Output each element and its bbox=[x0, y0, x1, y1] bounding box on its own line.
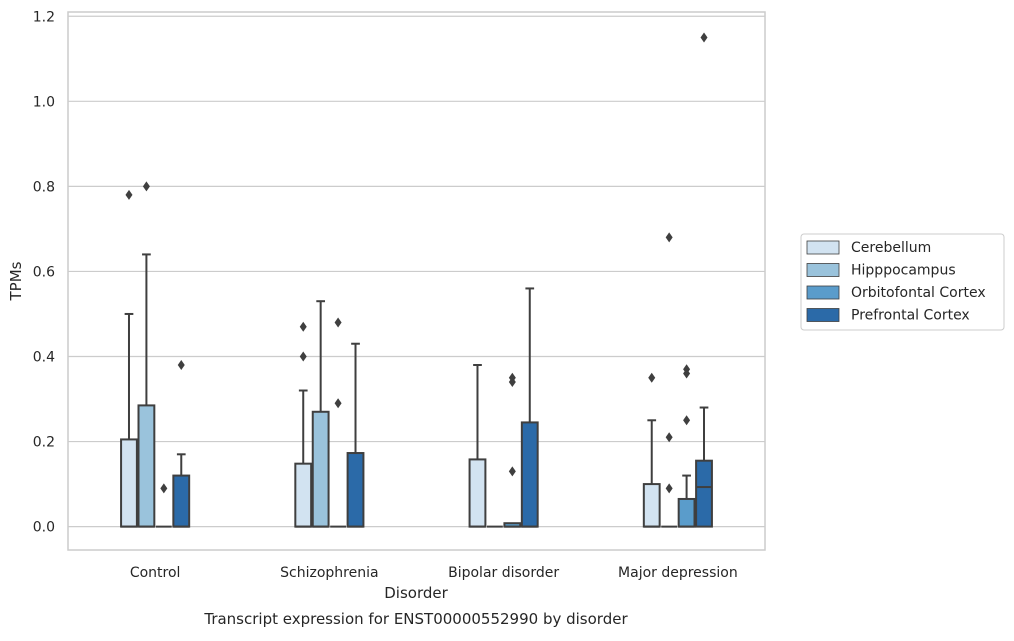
outlier-point bbox=[142, 181, 150, 192]
y-tick-label: 1.2 bbox=[33, 9, 55, 25]
legend-label: Hipppocampus bbox=[851, 263, 956, 279]
y-axis-ticks: 0.0 0.2 0.4 0.6 0.8 1.0 1.2 bbox=[33, 9, 55, 535]
outlier-point bbox=[700, 32, 708, 43]
y-tick-label: 0.8 bbox=[33, 179, 55, 195]
outlier-point bbox=[683, 364, 691, 375]
box-hipppocampus-schizophrenia bbox=[311, 300, 330, 528]
box-body bbox=[294, 462, 313, 528]
box-body bbox=[677, 497, 696, 528]
box-orbitofontal-cortex-major-depression bbox=[677, 364, 696, 528]
box-orbitofontal-cortex-schizophrenia bbox=[330, 317, 346, 528]
outlier-point bbox=[177, 359, 185, 370]
outlier-point bbox=[299, 351, 307, 362]
box-cerebellum-major-depression bbox=[642, 372, 661, 528]
legend-swatch bbox=[806, 240, 840, 255]
box-cerebellum-bipolar-disorder bbox=[468, 363, 487, 528]
legend: Cerebellum Hipppocampus Orbitofontal Corte… bbox=[800, 233, 1005, 331]
box-prefrontal-cortex-bipolar-disorder bbox=[520, 287, 539, 528]
outlier-point bbox=[334, 317, 342, 328]
box-cerebellum-schizophrenia bbox=[294, 321, 313, 528]
x-axis-ticks: Control Schizophrenia Bipolar disorder Majo… bbox=[130, 565, 738, 581]
legend-items: Cerebellum Hipppocampus Orbitofontal Corte… bbox=[806, 240, 986, 324]
box-hipppocampus-control bbox=[137, 181, 156, 528]
legend-swatch bbox=[806, 263, 840, 277]
outlier-point bbox=[648, 372, 656, 383]
box-body bbox=[520, 421, 539, 528]
box-body bbox=[695, 459, 713, 528]
y-axis-label: TPMs bbox=[7, 261, 25, 301]
outlier-point bbox=[683, 415, 691, 426]
box-body bbox=[642, 483, 661, 528]
outlier-point bbox=[508, 372, 516, 383]
outlier-point bbox=[299, 321, 307, 332]
outlier-point bbox=[508, 466, 516, 477]
x-tick-label: Control bbox=[130, 565, 181, 581]
box-body bbox=[172, 474, 191, 528]
x-axis-label: Disorder bbox=[384, 584, 448, 602]
outlier-point bbox=[160, 483, 168, 494]
legend-label: Orbitofontal Cortex bbox=[851, 285, 986, 301]
box-prefrontal-cortex-control bbox=[172, 359, 191, 528]
box-orbitofontal-cortex-bipolar-disorder bbox=[503, 372, 522, 528]
y-tick-label: 0.0 bbox=[33, 520, 55, 536]
legend-swatch bbox=[806, 285, 840, 300]
box-prefrontal-cortex-major-depression bbox=[695, 32, 713, 528]
y-tick-label: 0.4 bbox=[33, 349, 55, 365]
gridlines bbox=[68, 15, 765, 528]
outlier-point bbox=[125, 189, 133, 200]
box-body bbox=[120, 438, 138, 528]
y-tick-label: 0.2 bbox=[33, 435, 55, 451]
x-tick-label: Bipolar disorder bbox=[448, 565, 559, 581]
outlier-point bbox=[665, 432, 673, 443]
legend-label: Cerebellum bbox=[851, 240, 931, 256]
box-body bbox=[468, 458, 487, 528]
box-hipppocampus-major-depression bbox=[661, 232, 678, 528]
outlier-point bbox=[665, 232, 673, 243]
y-tick-label: 0.6 bbox=[33, 264, 55, 280]
box-prefrontal-cortex-schizophrenia bbox=[346, 342, 365, 528]
box-orbitofontal-cortex-control bbox=[155, 483, 172, 528]
plot-frame bbox=[67, 11, 766, 551]
y-tick-label: 1.0 bbox=[33, 94, 55, 110]
legend-frame bbox=[800, 233, 1005, 331]
outlier-point bbox=[334, 398, 342, 409]
box-cerebellum-control bbox=[120, 189, 138, 528]
outlier-point bbox=[665, 483, 673, 494]
x-tick-label: Major depression bbox=[618, 565, 738, 581]
plot-marks bbox=[120, 32, 713, 528]
legend-label: Prefrontal Cortex bbox=[851, 308, 970, 324]
box-body bbox=[346, 452, 365, 528]
legend-swatch bbox=[806, 308, 840, 322]
box-body bbox=[311, 410, 330, 528]
box-body bbox=[137, 404, 156, 528]
chart-caption: Transcript expression for ENST0000055299… bbox=[203, 610, 628, 628]
x-tick-label: Schizophrenia bbox=[280, 565, 378, 581]
